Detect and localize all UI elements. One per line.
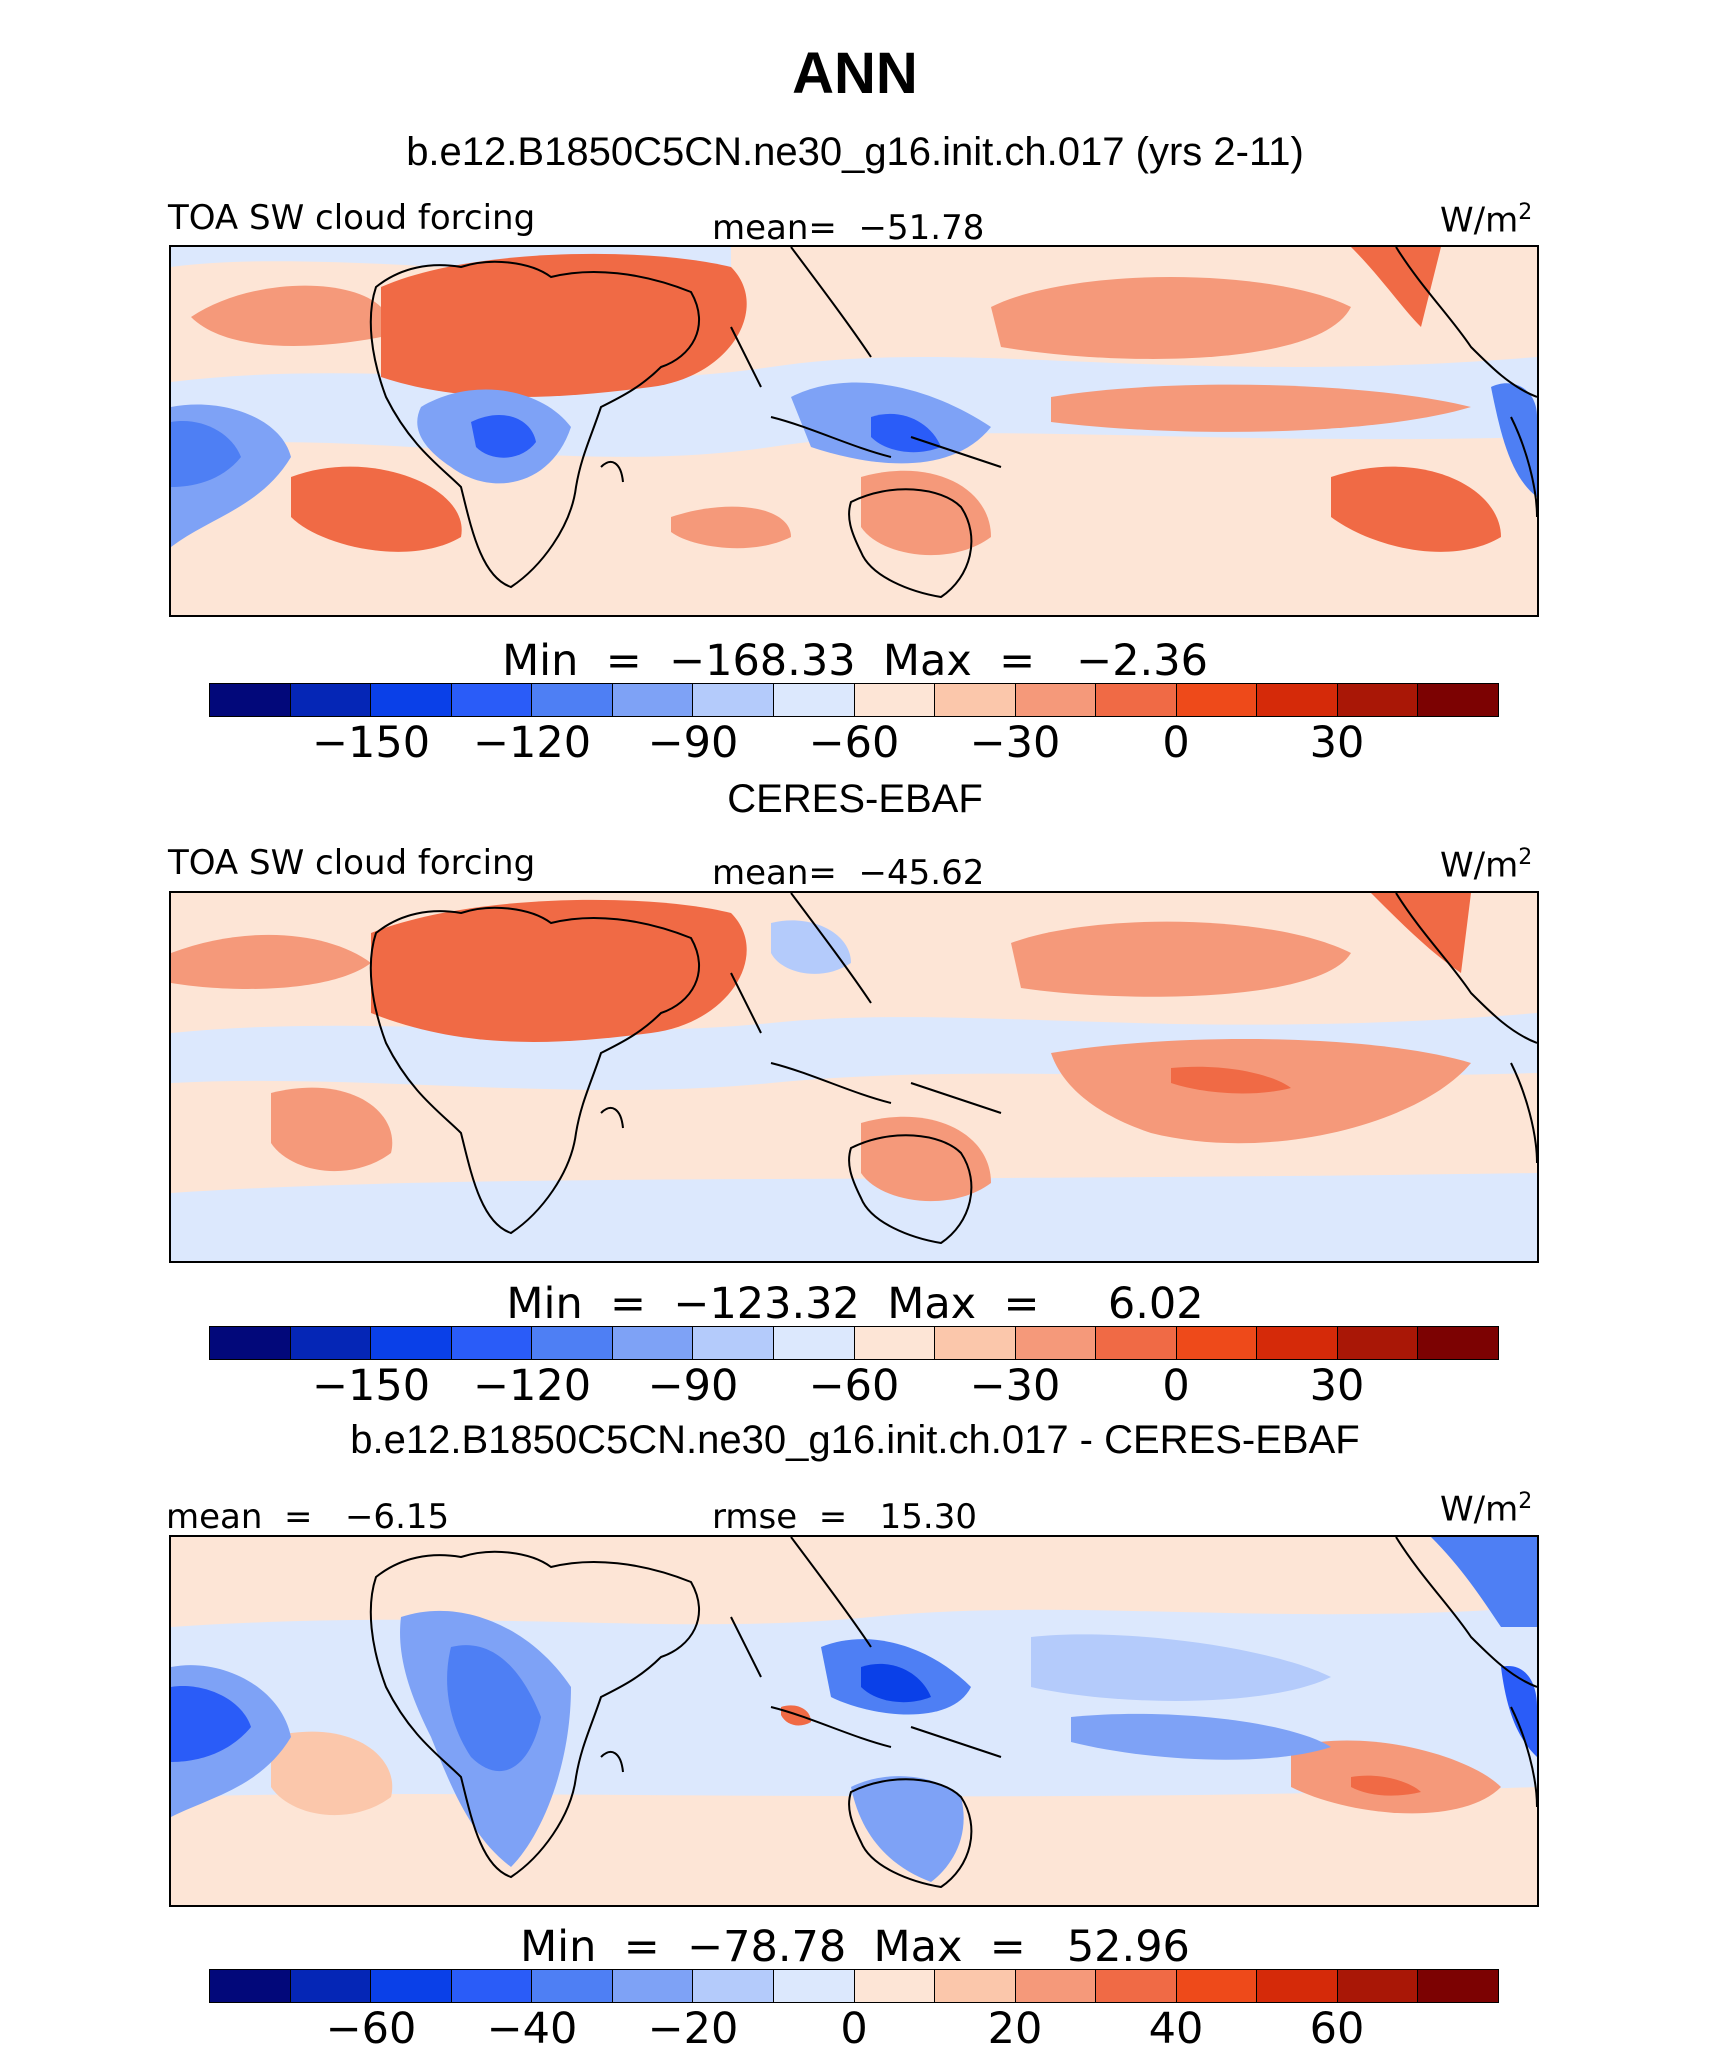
panel-3-colorbar-box: [1418, 1970, 1498, 2002]
panel-2-colorbar-box: [1337, 1327, 1419, 1359]
panel-1-colorbar-box: [1337, 684, 1419, 716]
panel-3-colorbar-box: [210, 1970, 291, 2002]
panel-3-colorbar-box: [1176, 1970, 1258, 2002]
panel-3-colorbar-box: [1257, 1970, 1338, 2002]
panel-2-tick-label: −90: [647, 1361, 739, 1411]
panel-2-mean-label: mean= −45.62: [712, 853, 985, 893]
panel-2-colorbar-box: [773, 1327, 855, 1359]
panel-3-colorbar-box: [290, 1970, 372, 2002]
panel-3-tick-label: 60: [1309, 2004, 1365, 2054]
panel-3-map-field: [171, 1537, 1537, 1905]
panel-3-mean-label: mean = −6.15: [166, 1497, 450, 1537]
panel-3-tick-label: 0: [840, 2004, 868, 2054]
panel-3-colorbar-box: [1096, 1970, 1177, 2002]
panel-3-tick-label: 20: [987, 2004, 1043, 2054]
panel-1-colorbar-box: [1257, 684, 1338, 716]
panel-1-colorbar-box: [693, 684, 774, 716]
panel-3-colorbar-box: [532, 1970, 613, 2002]
panel-2-tick-label: −60: [808, 1361, 900, 1411]
panel-3-header: b.e12.B1850C5CN.ne30_g16.init.ch.017 - C…: [350, 1418, 1360, 1462]
panel-2-colorbar: [209, 1326, 1499, 1360]
panel-1-colorbar-box: [773, 684, 855, 716]
panel-1-tick-label: 30: [1309, 718, 1365, 768]
figure-title: ANN: [792, 41, 918, 106]
panel-3-colorbar-box: [854, 1970, 936, 2002]
panel-1-map-field: [171, 247, 1537, 615]
panel-3-colorbar-box: [1337, 1970, 1419, 2002]
panel-2-units-label: W/m2: [1440, 845, 1533, 886]
panel-1-tick-label: −120: [472, 718, 592, 768]
panel-1-tick-label: 0: [1162, 718, 1190, 768]
panel-2-colorbar-box: [451, 1327, 533, 1359]
panel-2-colorbar-box: [1176, 1327, 1258, 1359]
panel-2-colorbar-box: [1257, 1327, 1338, 1359]
panel-1-tick-label: −30: [969, 718, 1061, 768]
panel-2-tick-label: 0: [1162, 1361, 1190, 1411]
panel-1-colorbar: [209, 683, 1499, 717]
panel-2-tick-label: −120: [472, 1361, 592, 1411]
panel-1-colorbar-box: [1176, 684, 1258, 716]
panel-1-units-label: W/m2: [1440, 200, 1533, 241]
panel-3-colorbar-box: [693, 1970, 774, 2002]
panel-2-colorbar-box: [371, 1327, 452, 1359]
panel-3-tick-label: −20: [647, 2004, 739, 2054]
panel-2-colorbar-box: [612, 1327, 694, 1359]
panel-2-colorbar-box: [210, 1327, 291, 1359]
panel-2-colorbar-box: [935, 1327, 1016, 1359]
panel-1-mean-label: mean= −51.78: [712, 208, 985, 248]
panel-1-variable-label: TOA SW cloud forcing: [168, 198, 536, 238]
panel-2-tick-label: 30: [1309, 1361, 1365, 1411]
panel-1-colorbar-box: [1096, 684, 1177, 716]
panel-1-colorbar-box: [612, 684, 694, 716]
panel-2-colorbar-box: [1015, 1327, 1097, 1359]
panel-2-variable-label: TOA SW cloud forcing: [168, 843, 536, 883]
panel-1-colorbar-box: [854, 684, 936, 716]
panel-3-colorbar-box: [371, 1970, 452, 2002]
panel-1-colorbar-box: [371, 684, 452, 716]
panel-1-colorbar-box: [210, 684, 291, 716]
panel-2-tick-labels: −150 −120 −90 −60 −30 0 30: [0, 1361, 1710, 1421]
panel-2-colorbar-box: [1418, 1327, 1498, 1359]
panel-3-tick-labels: −60 −40 −20 0 20 40 60: [0, 2004, 1710, 2064]
panel-1-minmax: Min = −168.33 Max = −2.36: [502, 636, 1208, 686]
panel-1-tick-label: −90: [647, 718, 739, 768]
panel-3-colorbar-box: [612, 1970, 694, 2002]
panel-2-map: [169, 891, 1539, 1263]
panel-1-colorbar-box: [451, 684, 533, 716]
panel-3-units-label: W/m2: [1440, 1489, 1533, 1530]
panel-3-tick-label: −60: [325, 2004, 417, 2054]
panel-3-colorbar-box: [451, 1970, 533, 2002]
panel-2-tick-label: −150: [311, 1361, 431, 1411]
panel-1-header: b.e12.B1850C5CN.ne30_g16.init.ch.017 (yr…: [406, 130, 1304, 174]
panel-3-colorbar-box: [935, 1970, 1016, 2002]
panel-2-map-field: [171, 893, 1537, 1261]
panel-3-colorbar: [209, 1969, 1499, 2003]
panel-2-colorbar-box: [290, 1327, 372, 1359]
panel-1-tick-label: −60: [808, 718, 900, 768]
panel-1-colorbar-box: [1418, 684, 1498, 716]
panel-3-tick-label: −40: [486, 2004, 578, 2054]
panel-1-map: [169, 245, 1539, 617]
panel-1-colorbar-box: [1015, 684, 1097, 716]
panel-1-colorbar-box: [290, 684, 372, 716]
panel-2-colorbar-box: [693, 1327, 774, 1359]
panel-2-minmax: Min = −123.32 Max = 6.02: [506, 1279, 1204, 1329]
panel-3-tick-label: 40: [1148, 2004, 1204, 2054]
panel-3-minmax: Min = −78.78 Max = 52.96: [520, 1922, 1190, 1972]
panel-1-colorbar-box: [532, 684, 613, 716]
panel-3-rmse-label: rmse = 15.30: [712, 1497, 977, 1537]
panel-1-tick-label: −150: [311, 718, 431, 768]
panel-2-colorbar-box: [532, 1327, 613, 1359]
panel-3-colorbar-box: [773, 1970, 855, 2002]
panel-2-colorbar-box: [854, 1327, 936, 1359]
panel-1-tick-labels: −150 −120 −90 −60 −30 0 30: [0, 718, 1710, 778]
panel-1-colorbar-box: [935, 684, 1016, 716]
panel-2-tick-label: −30: [969, 1361, 1061, 1411]
panel-3-map: [169, 1535, 1539, 1907]
panel-2-colorbar-box: [1096, 1327, 1177, 1359]
panel-3-colorbar-box: [1015, 1970, 1097, 2002]
panel-2-header: CERES-EBAF: [727, 777, 983, 821]
